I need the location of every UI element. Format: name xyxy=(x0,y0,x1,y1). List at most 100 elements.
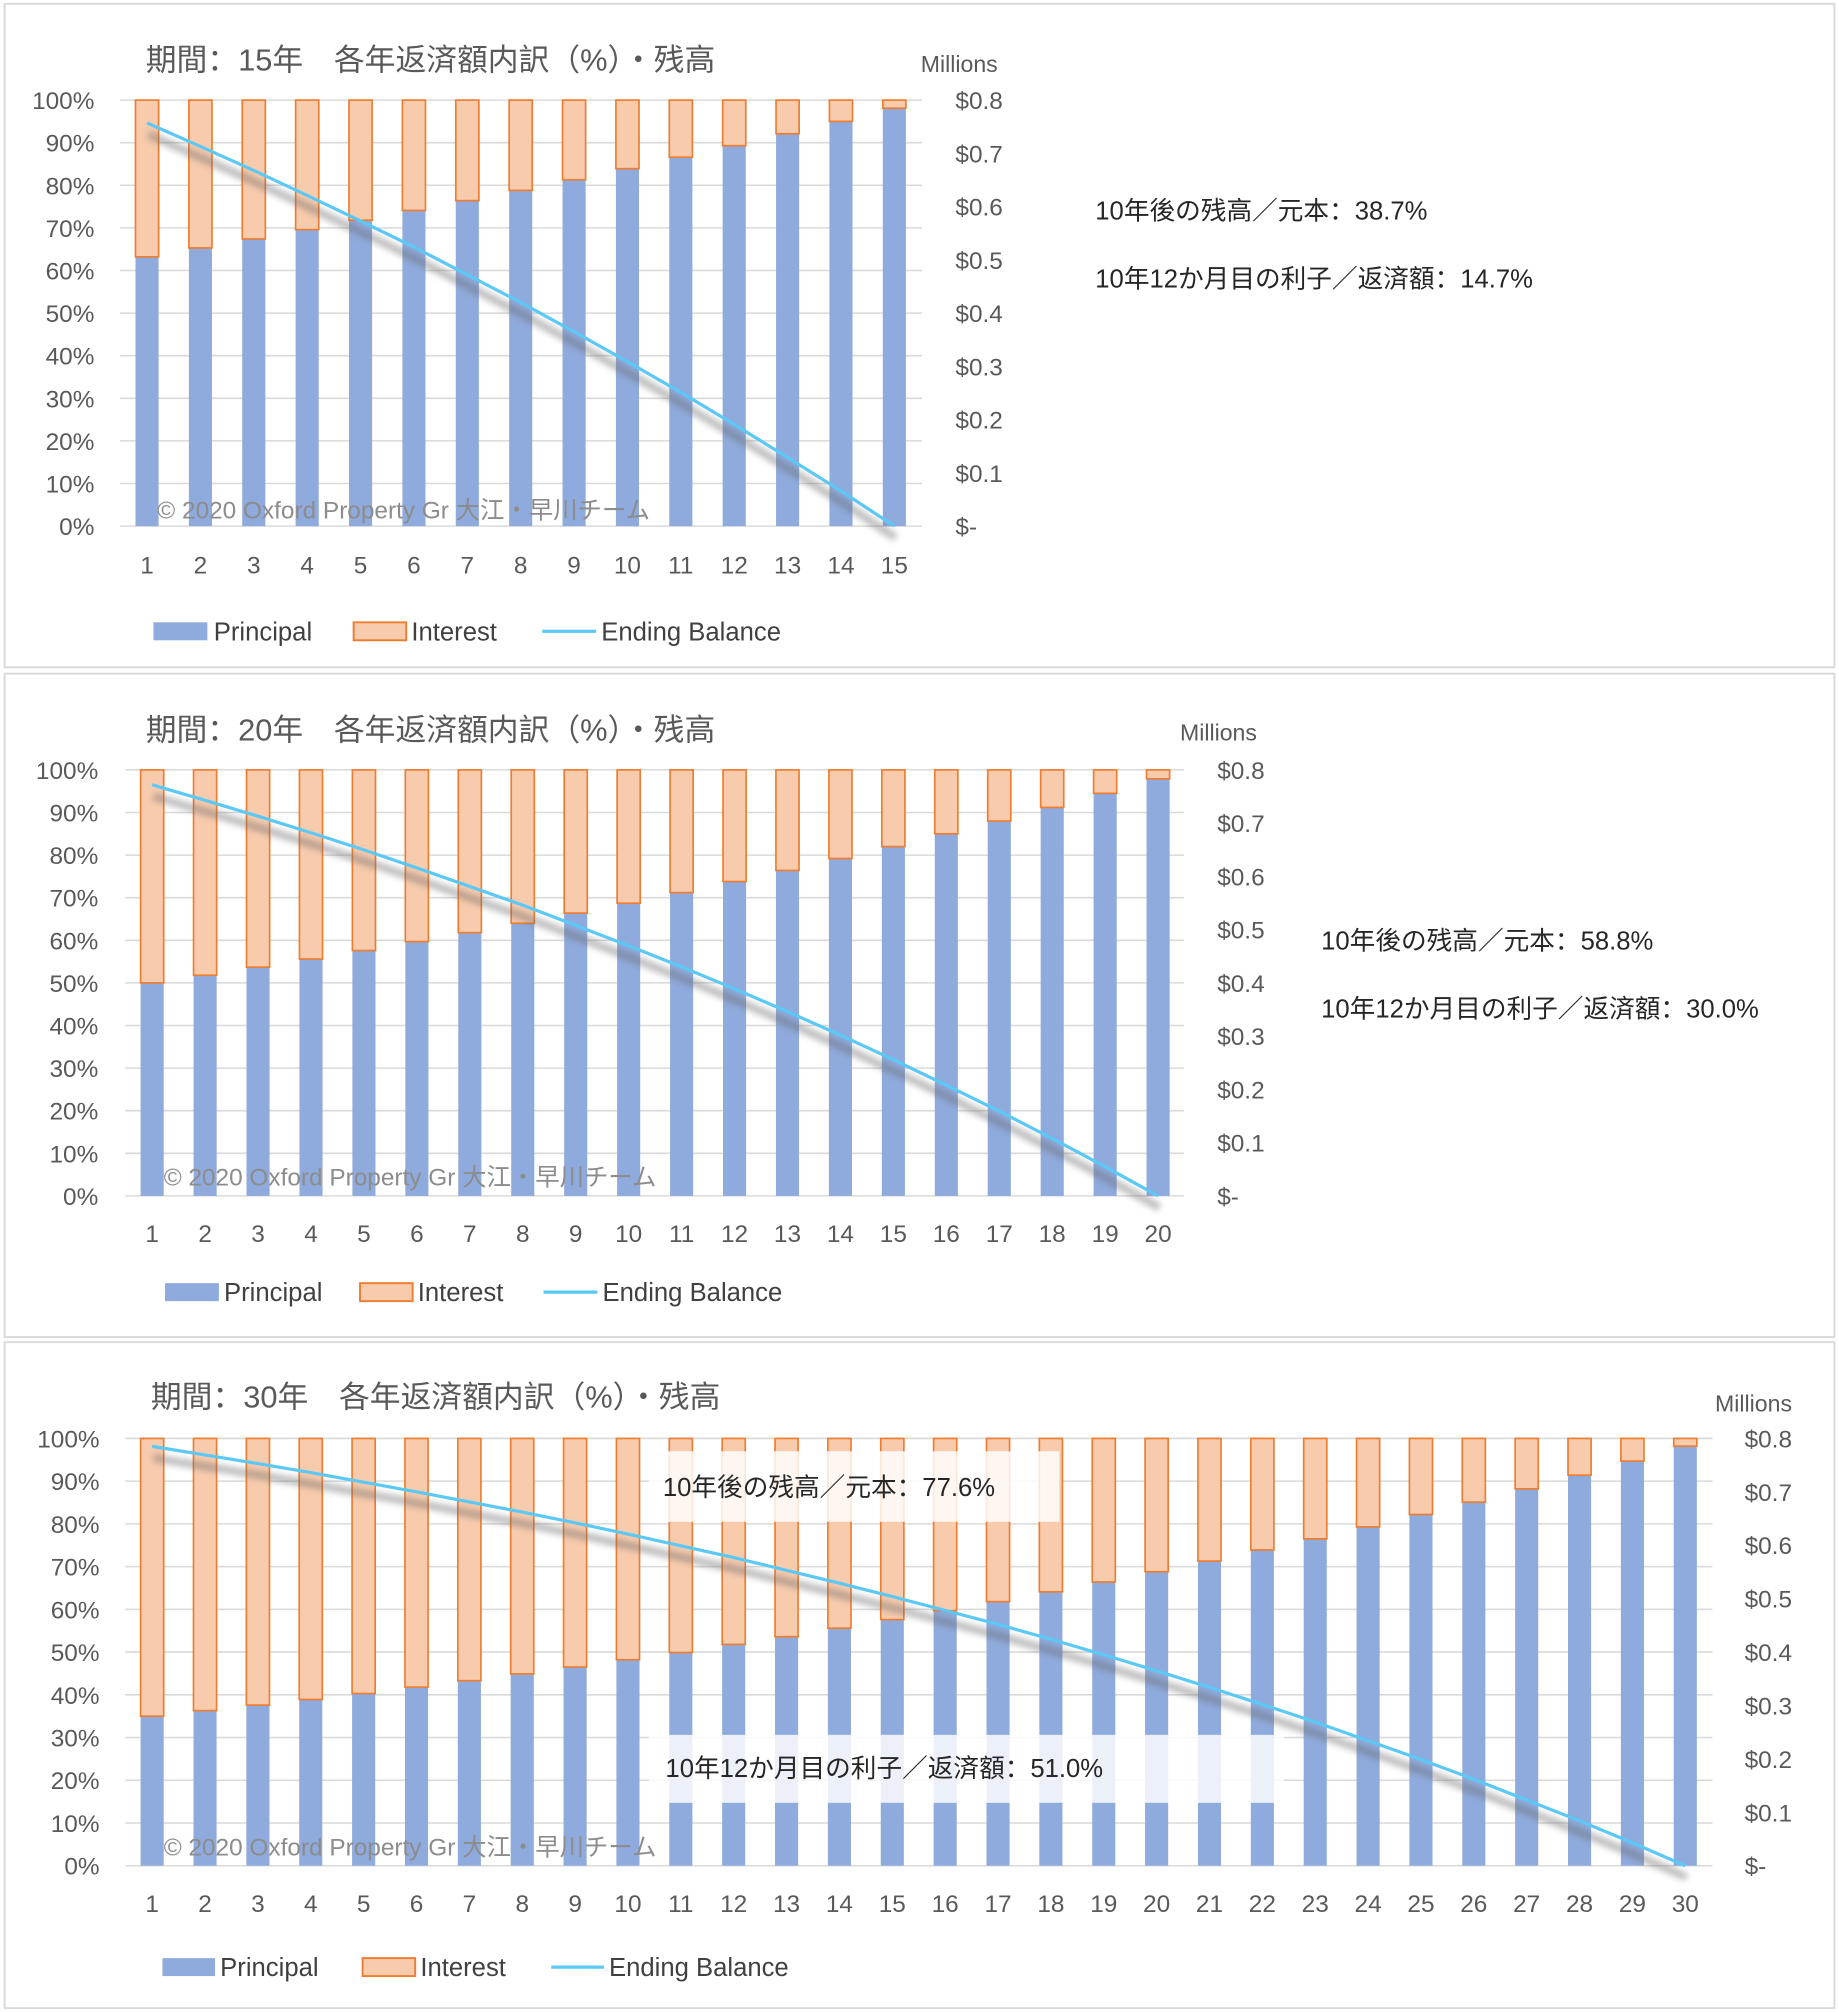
x-tick-label: 7 xyxy=(463,1891,477,1918)
y-right-tick-label: $0.1 xyxy=(1745,1800,1792,1827)
bar-interest xyxy=(188,99,213,249)
legend-label-interest: Interest xyxy=(411,618,497,646)
chart-panel-2: 0% 10% 20% 30% 40% 50% 60% 70% 80% 90% 100% $- $0.1 $… xyxy=(3,672,1836,1339)
x-tick-label: 11 xyxy=(668,1891,693,1918)
bar-principal xyxy=(246,967,270,1196)
x-tick-label: 10 xyxy=(615,1221,642,1248)
bar-interest xyxy=(668,99,694,159)
bar-principal xyxy=(349,220,373,527)
x-tick-label: 17 xyxy=(984,1891,1011,1918)
x-tick-label: 9 xyxy=(567,553,581,580)
bar-principal xyxy=(1146,778,1170,1196)
x-tick-label: 2 xyxy=(198,1891,212,1918)
bar-interest xyxy=(457,769,483,934)
x-tick-label: 14 xyxy=(826,1891,853,1918)
chart-title: 期間：15年 各年返済額内訳（%）・残高 xyxy=(146,43,716,78)
x-tick-label: 25 xyxy=(1407,1891,1434,1918)
y-right-tick-label: $- xyxy=(955,514,977,541)
ending-balance-shadow xyxy=(152,792,1162,1211)
legend-label-principal: Principal xyxy=(214,618,312,646)
bar-interest xyxy=(404,769,430,943)
y-left-tick-label: 0% xyxy=(64,1854,99,1881)
bar-interest xyxy=(404,1437,429,1688)
y-left-tick-label: 100% xyxy=(37,1426,99,1453)
y-right-tick-label: $0.2 xyxy=(1745,1747,1792,1774)
y-left-tick-label: 40% xyxy=(46,344,95,371)
x-tick-label: 14 xyxy=(827,553,854,580)
ending-balance-shadow xyxy=(152,1454,1689,1881)
bar-interest xyxy=(245,769,271,968)
bar-interest xyxy=(456,1437,482,1682)
y-left-tick-label: 90% xyxy=(51,1469,100,1496)
bar-interest xyxy=(669,769,694,894)
y-left-tick-label: 30% xyxy=(49,1056,98,1083)
x-tick-label: 2 xyxy=(194,553,208,580)
y-left-tick-label: 70% xyxy=(51,1555,100,1582)
bar-principal xyxy=(615,168,640,527)
bar-interest xyxy=(1144,1437,1170,1573)
x-tick-label: 20 xyxy=(1143,1891,1170,1918)
x-tick-label: 2 xyxy=(198,1221,212,1248)
y-left-tick-label: 70% xyxy=(46,216,95,243)
bar-interest xyxy=(509,1437,535,1675)
y-right-tick-label: $0.6 xyxy=(1217,864,1264,891)
x-tick-label: 5 xyxy=(357,1221,371,1248)
x-tick-label: 7 xyxy=(461,553,475,580)
y-right-tick-label: $0.6 xyxy=(1745,1533,1792,1560)
bar-principal xyxy=(722,881,747,1196)
bar-principal xyxy=(934,833,958,1196)
legend-swatch-principal xyxy=(162,1958,216,1977)
bar-principal xyxy=(669,157,693,527)
bar-interest xyxy=(828,769,853,860)
x-tick-label: 16 xyxy=(933,1221,960,1248)
bar-interest xyxy=(881,99,907,110)
bar-principal xyxy=(1409,1514,1433,1866)
y-left-tick-label: 50% xyxy=(49,971,98,998)
ending-balance-line xyxy=(151,783,1159,1198)
y-left-tick-label: 0% xyxy=(59,514,94,541)
x-tick-label: 26 xyxy=(1460,1891,1487,1918)
x-tick-label: 6 xyxy=(407,553,421,580)
y-right-tick-label: $0.8 xyxy=(1745,1426,1792,1453)
x-tick-label: 12 xyxy=(720,1891,747,1918)
x-tick-label: 1 xyxy=(140,553,154,580)
x-tick-label: 6 xyxy=(410,1221,424,1248)
bar-interest xyxy=(348,99,373,222)
bar-principal xyxy=(402,210,426,527)
bar-principal xyxy=(670,892,694,1196)
bar-principal xyxy=(564,913,588,1196)
annotation-background xyxy=(648,1734,1284,1803)
legend-label-principal: Principal xyxy=(224,1279,322,1307)
annotation-text: 10年12か月目の利子／返済額：30.0% xyxy=(1321,995,1759,1024)
x-tick-label: 23 xyxy=(1302,1891,1329,1918)
bar-interest xyxy=(1620,1437,1645,1462)
y-left-tick-label: 30% xyxy=(51,1726,100,1753)
annotation-text: 10年後の残高／元本：58.8% xyxy=(1321,927,1653,956)
bar-interest xyxy=(1355,1437,1381,1528)
y-right-tick-label: $0.1 xyxy=(1217,1131,1264,1158)
bar-interest xyxy=(722,769,747,883)
x-tick-label: 4 xyxy=(300,553,314,580)
annotation-background xyxy=(648,1451,1060,1522)
y-right-tick-label: $0.1 xyxy=(955,461,1002,488)
y-right-tick-label: $0.3 xyxy=(1217,1024,1264,1051)
bar-interest xyxy=(1039,769,1065,809)
y-right-tick-label: $0.3 xyxy=(1745,1693,1792,1720)
y-right-tick-label: $0.5 xyxy=(1745,1587,1792,1614)
bar-principal xyxy=(1673,1446,1697,1866)
y-right-tick-label: $0.7 xyxy=(1745,1480,1792,1507)
y-left-tick-label: 60% xyxy=(46,258,95,285)
y-left-tick-label: 60% xyxy=(49,928,98,955)
y-right-unit: Millions xyxy=(921,51,998,77)
x-tick-label: 20 xyxy=(1145,1221,1172,1248)
x-tick-label: 21 xyxy=(1196,1891,1223,1918)
bar-interest xyxy=(508,99,534,192)
x-tick-label: 18 xyxy=(1037,1891,1064,1918)
bar-interest xyxy=(775,769,800,872)
chart-panel-3: 0% 10% 20% 30% 40% 50% 60% 70% 80% 90% 100% $- $0.1 $… xyxy=(3,1341,1836,2010)
x-tick-label: 4 xyxy=(304,1891,318,1918)
legend-label-principal: Principal xyxy=(220,1954,318,1982)
x-tick-label: 11 xyxy=(668,553,693,580)
legend: Principal Interest Ending Balance xyxy=(162,1954,789,1982)
bar-interest xyxy=(616,769,642,905)
